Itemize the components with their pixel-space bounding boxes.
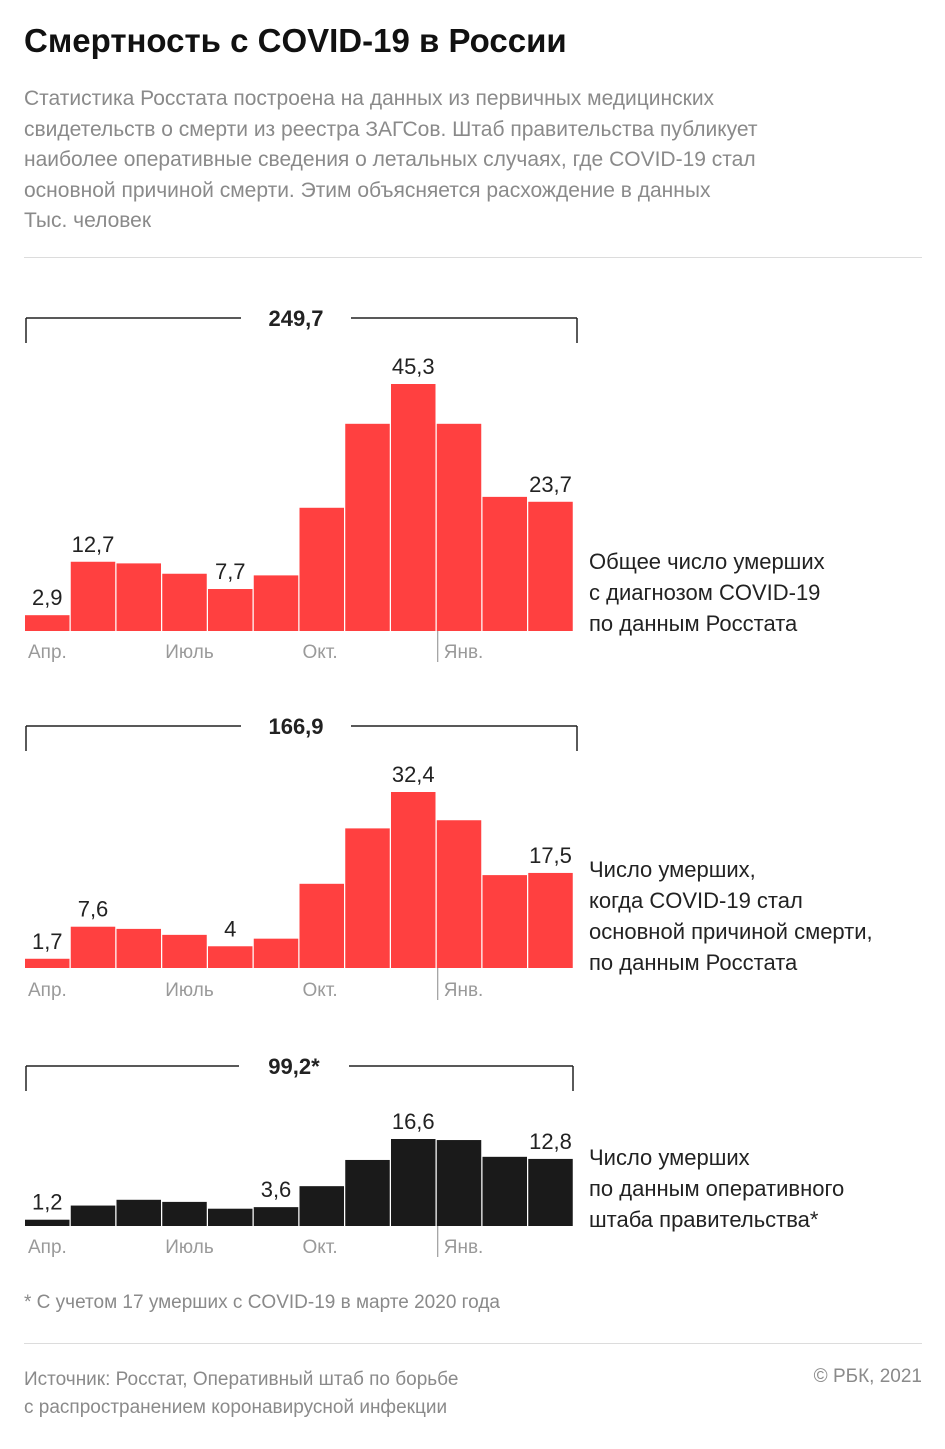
bar-value-label: 45,3 <box>392 354 435 379</box>
bar-value-label: 4 <box>224 916 236 941</box>
bar <box>116 928 161 968</box>
bar <box>253 575 299 631</box>
x-tick-label: Янв. <box>444 642 484 663</box>
bar-value-label: 1,7 <box>32 929 63 954</box>
chart-svg: 166,9 1,7 7,6 4 32,4 17,5 Апр. Июль Окт. Янв. <box>25 714 578 1001</box>
bar <box>25 615 70 631</box>
x-tick-label: Июль <box>165 642 214 663</box>
chart-subtitle: Статистика Росстата построена на данных … <box>24 84 924 237</box>
x-tick-label: Янв. <box>444 1237 484 1258</box>
bar <box>528 501 573 631</box>
x-tick-label: Июль <box>165 980 214 1001</box>
bar <box>25 958 70 968</box>
footnote: * С учетом 17 умерших с COVID-19 в марте… <box>24 1292 500 1313</box>
bar <box>70 1205 116 1226</box>
series-label: Число умерших, когда COVID-19 стал основ… <box>589 854 873 978</box>
bar <box>436 820 482 968</box>
subtitle-line: основной причиной смерти. Этим объясняет… <box>24 178 711 202</box>
bar <box>208 589 253 631</box>
x-tick-label: Апр. <box>28 642 67 663</box>
bar-value-label: 7,6 <box>78 897 109 922</box>
x-tick-label: Июль <box>165 1237 214 1258</box>
source-note: Источник: Росстат, Оперативный штаб по б… <box>24 1366 584 1422</box>
series-label-line: Общее число умерших <box>589 549 825 574</box>
series-label-line: Число умерших <box>589 1145 750 1170</box>
bar <box>208 946 253 968</box>
bar-value-label: 3,6 <box>261 1177 292 1202</box>
bar-value-label: 17,5 <box>529 843 572 868</box>
x-tick-label: Окт. <box>303 642 338 663</box>
copyright: © РБК, 2021 <box>813 1366 922 1387</box>
bar <box>528 1158 573 1226</box>
total-value-label: 99,2* <box>268 1054 320 1079</box>
bar <box>391 1139 436 1226</box>
bar <box>299 507 344 631</box>
bar <box>253 938 299 968</box>
series-label-line: по данным оперативного <box>589 1176 845 1201</box>
bar <box>162 573 207 631</box>
x-tick-label: Апр. <box>28 1237 67 1258</box>
bar <box>162 1201 207 1226</box>
bar-value-label: 16,6 <box>392 1109 435 1134</box>
x-tick-label: Окт. <box>303 1237 338 1258</box>
series-label-line: по данным Росстата <box>589 611 798 636</box>
chart-svg: 249,7 2,9 12,7 7,7 45,3 23,7 Апр. Июль Окт. Янв. <box>25 306 578 663</box>
x-tick-label: Янв. <box>444 980 484 1001</box>
bar-value-label: 12,7 <box>72 532 115 557</box>
bar <box>436 423 482 631</box>
bar <box>253 1207 299 1226</box>
bar <box>482 496 527 631</box>
series-label-line: Число умерших, <box>589 857 756 882</box>
series-label-line: когда COVID-19 стал <box>589 888 803 913</box>
bar <box>528 872 573 968</box>
unit-label: Тыс. человек <box>24 209 152 232</box>
x-tick-label: Окт. <box>303 980 338 1001</box>
total-value-label: 166,9 <box>268 714 323 739</box>
series-label-line: штаба правительства* <box>589 1207 819 1232</box>
chart-panel-operational-hq: 99,2* 1,2 3,6 16,6 12,8 Апр. Июль Окт. Янв. Числ… <box>0 1048 945 1263</box>
bar <box>391 792 436 968</box>
bar-value-label: 1,2 <box>32 1190 63 1215</box>
bar <box>345 423 390 631</box>
bar <box>299 883 344 968</box>
bar-value-label: 2,9 <box>32 585 63 610</box>
bar-value-label: 7,7 <box>215 559 246 584</box>
subtitle-line: свидетельств о смерти из реестра ЗАГСов.… <box>24 117 758 141</box>
chart-svg: 99,2* 1,2 3,6 16,6 12,8 Апр. Июль Окт. Янв. <box>25 1054 574 1258</box>
source-line: с распространением коронавирусной инфекц… <box>24 1397 448 1418</box>
source-line: Источник: Росстат, Оперативный штаб по б… <box>24 1369 459 1390</box>
subtitle-line: наиболее оперативные сведения о летальны… <box>24 148 756 171</box>
series-label: Общее число умерших с диагнозом COVID-19… <box>589 546 825 639</box>
series-label-line: основной причиной смерти, <box>589 919 873 944</box>
x-tick-label: Апр. <box>28 980 67 1001</box>
bar <box>70 926 116 968</box>
bar <box>162 934 207 968</box>
chart-panel-rosstat-main-cause: 166,9 1,7 7,6 4 32,4 17,5 Апр. Июль Окт. Янв. Чис… <box>0 708 945 1008</box>
bar <box>436 1140 482 1226</box>
bar <box>208 1208 253 1226</box>
bar <box>116 563 161 631</box>
chart-title: Смертность с COVID-19 в России <box>24 22 567 59</box>
bar <box>391 384 436 631</box>
bar <box>345 1159 390 1226</box>
series-label: Число умерших по данным оперативного шта… <box>589 1142 844 1235</box>
bar-value-label: 12,8 <box>529 1129 572 1154</box>
bar <box>482 875 527 968</box>
chart-panel-rosstat-total: 249,7 2,9 12,7 7,7 45,3 23,7 Апр. Июль Окт. Янв. … <box>0 300 945 680</box>
bar <box>299 1186 344 1226</box>
bar <box>70 561 116 631</box>
bar <box>116 1199 161 1226</box>
series-label-line: по данным Росстата <box>589 950 798 975</box>
subtitle-line: Статистика Росстата построена на данных … <box>24 87 715 110</box>
bar <box>482 1156 527 1226</box>
bar <box>345 828 390 968</box>
bar-value-label: 32,4 <box>392 762 435 787</box>
top-divider <box>24 257 922 258</box>
total-value-label: 249,7 <box>268 306 323 331</box>
series-label-line: с диагнозом COVID-19 <box>589 580 821 605</box>
bar <box>25 1219 70 1226</box>
bar-value-label: 23,7 <box>529 472 572 497</box>
bottom-divider <box>24 1343 922 1344</box>
